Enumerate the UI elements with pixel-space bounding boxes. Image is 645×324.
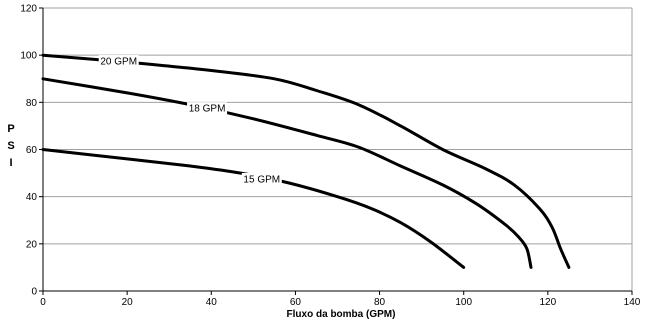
series-lines xyxy=(41,53,571,269)
y-tick-label: 100 xyxy=(20,51,37,62)
series-label-1: 18 GPM xyxy=(189,104,226,115)
y-axis-title-letter: I xyxy=(9,157,12,169)
series-label-0: 20 GPM xyxy=(100,57,137,68)
grid-lines xyxy=(43,7,632,245)
series-line-2 xyxy=(41,148,466,269)
x-tick-label: 140 xyxy=(624,297,641,308)
y-tick-label: 60 xyxy=(26,145,38,156)
series-labels: 20 GPM 18 GPM 15 GPM xyxy=(98,55,282,185)
x-tick-labels: 0 20 40 60 80 100 120 140 xyxy=(40,297,641,308)
axes xyxy=(39,7,633,295)
y-tick-label: 120 xyxy=(20,4,37,15)
x-axis-title: Fluxo da bomba (GPM) xyxy=(287,309,396,320)
y-tick-label: 20 xyxy=(26,239,38,250)
x-tick-label: 80 xyxy=(374,297,386,308)
x-tick-label: 120 xyxy=(540,297,557,308)
x-tick-label: 0 xyxy=(40,297,46,308)
y-tick-label: 80 xyxy=(26,98,38,109)
y-tick-label: 0 xyxy=(31,287,37,298)
x-tick-label: 20 xyxy=(122,297,134,308)
series-label-bg xyxy=(241,172,282,185)
y-axis-title-letter: P xyxy=(7,123,14,135)
x-tick-label: 60 xyxy=(290,297,302,308)
y-tick-label: 40 xyxy=(26,192,38,203)
series-label-bg xyxy=(98,55,139,68)
y-axis-title-letter: S xyxy=(7,140,14,152)
x-tick-label: 40 xyxy=(206,297,218,308)
series-line-1 xyxy=(41,77,533,269)
y-axis-title: PSI xyxy=(7,123,14,169)
series-label-bg xyxy=(187,102,228,115)
x-tick-label: 100 xyxy=(455,297,472,308)
y-tick-labels: 0 20 40 60 80 100 120 xyxy=(20,4,37,298)
series-line-0 xyxy=(41,53,571,269)
series-label-2: 15 GPM xyxy=(243,174,280,185)
